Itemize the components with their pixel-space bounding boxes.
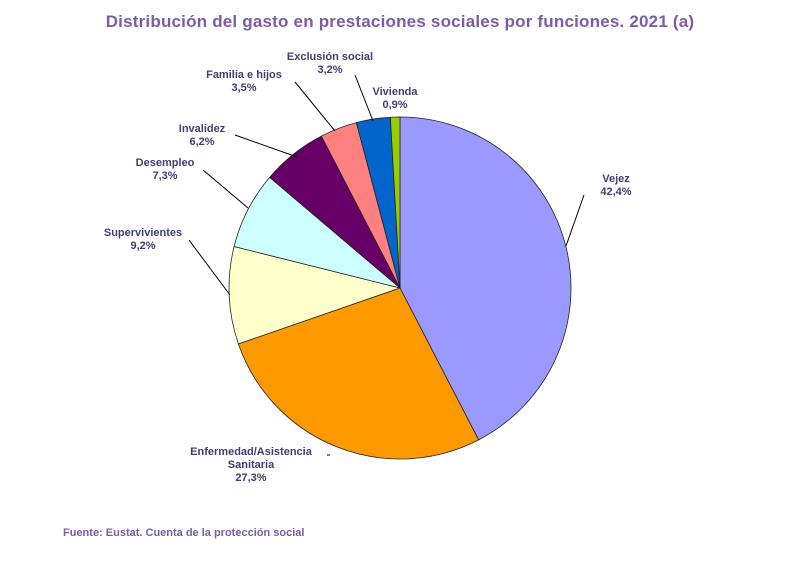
pie-slice-1 <box>237 287 480 460</box>
leader-line-5 <box>294 81 336 132</box>
slice-label-2: Supervivientes 9,2% <box>104 227 182 252</box>
leader-line-4 <box>234 134 298 158</box>
leader-line-0 <box>565 194 585 247</box>
slice-label-3: Desempleo 7,3% <box>136 157 195 182</box>
slice-label-5: Familia e hijos 3,5% <box>206 69 282 94</box>
slice-label-6: Exclusión social 3,2% <box>287 51 373 76</box>
source-note: Fuente: Eustat. Cuenta de la protección … <box>63 527 305 539</box>
slice-label-7: Vivienda 0,9% <box>372 86 418 111</box>
leader-line-3 <box>202 169 249 209</box>
slice-label-4: Invalidez 6,2% <box>179 123 226 148</box>
slice-label-1: Enfermedad/Asistencia Sanitaria 27,3% <box>190 446 313 484</box>
pie-slice-7 <box>389 116 401 289</box>
leader-line-6 <box>354 74 374 122</box>
pie-slice-0 <box>399 116 572 441</box>
slice-label-0: Vejez 42,4% <box>600 173 631 198</box>
chart-title: Distribución del gasto en prestaciones s… <box>105 12 695 31</box>
pie-slice-2 <box>228 246 402 345</box>
leader-line-2 <box>188 239 231 296</box>
